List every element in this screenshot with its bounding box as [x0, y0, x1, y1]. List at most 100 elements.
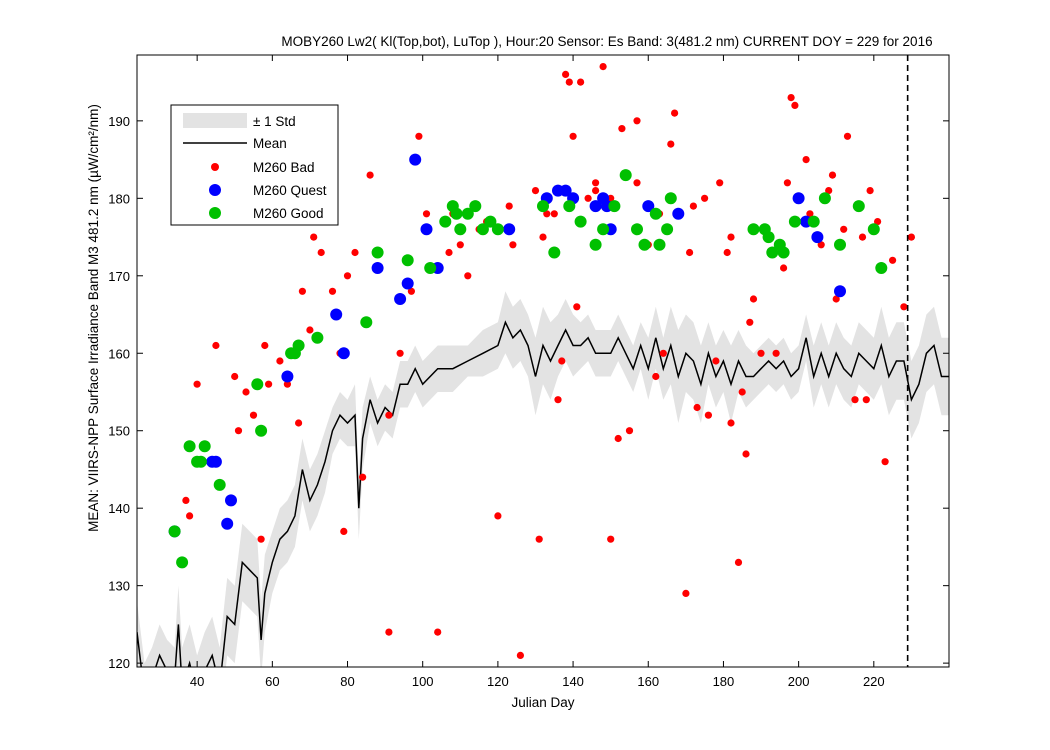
quest-point: [337, 347, 350, 360]
bad-point: [531, 187, 540, 195]
bad-point: [689, 202, 698, 210]
bad-point: [283, 380, 291, 388]
bad-point: [396, 349, 404, 357]
bad-point: [843, 132, 852, 140]
good-point: [176, 556, 189, 569]
bad-point: [881, 458, 889, 466]
bad-point: [385, 628, 393, 636]
good-point: [198, 440, 211, 453]
bad-point: [343, 272, 352, 280]
bad-point: [366, 171, 374, 179]
plot-area: [137, 63, 949, 667]
bad-point: [817, 241, 825, 249]
bad-point: [569, 132, 577, 140]
quest-point: [371, 262, 384, 274]
quest-point: [401, 277, 414, 290]
bad-point: [592, 187, 600, 195]
bad-point: [550, 210, 558, 218]
legend-quest-marker: [209, 184, 221, 196]
bad-point: [723, 248, 731, 257]
bad-point: [727, 419, 735, 427]
good-point: [597, 223, 610, 236]
good-point: [251, 378, 264, 391]
x-tick-label: 200: [788, 674, 810, 689]
quest-point: [811, 231, 824, 244]
legend-bad-marker: [211, 163, 219, 171]
y-tick-label: 120: [108, 656, 130, 671]
good-point: [638, 238, 651, 251]
bad-point: [618, 125, 626, 133]
bad-point: [276, 357, 284, 365]
good-point: [454, 223, 467, 236]
good-point: [183, 440, 196, 453]
bad-point: [727, 233, 735, 241]
bad-point: [742, 450, 750, 458]
bad-point: [445, 248, 453, 257]
x-tick-label: 60: [265, 674, 279, 689]
bad-point: [862, 396, 870, 404]
bad-point: [554, 396, 562, 404]
bad-point: [712, 357, 720, 365]
bad-point: [516, 651, 525, 660]
bad-point: [407, 287, 415, 295]
good-point: [450, 207, 463, 220]
good-point: [484, 215, 497, 228]
bad-point: [701, 194, 709, 202]
x-tick-label: 160: [637, 674, 659, 689]
good-point: [818, 192, 831, 205]
good-point: [424, 262, 437, 274]
quest-point: [420, 223, 433, 236]
quest-point: [409, 153, 422, 166]
bad-point: [592, 179, 600, 187]
bad-point: [265, 380, 273, 388]
quest-point: [597, 192, 610, 205]
good-point: [574, 215, 587, 228]
quest-point: [225, 494, 237, 507]
good-point: [491, 223, 504, 236]
bad-point: [186, 512, 194, 520]
x-tick-label: 100: [412, 674, 434, 689]
bad-point: [242, 388, 250, 396]
bad-point: [828, 171, 837, 179]
x-tick-label: 40: [190, 674, 204, 689]
bad-point: [562, 70, 570, 78]
bad-point: [851, 396, 859, 404]
quest-point: [834, 285, 846, 298]
good-point: [834, 238, 846, 251]
bad-point: [599, 63, 607, 71]
x-tick-label: 80: [340, 674, 354, 689]
plot-frame: [136, 54, 950, 668]
good-point: [589, 238, 602, 251]
bad-point: [494, 512, 502, 520]
bad-point: [693, 403, 701, 412]
bad-point: [464, 272, 472, 280]
bad-point: [565, 78, 573, 86]
y-tick-label: 170: [108, 269, 130, 284]
good-point: [661, 223, 674, 236]
quest-point: [330, 308, 343, 321]
bad-point: [889, 256, 897, 264]
legend-std-swatch: [183, 113, 247, 128]
good-point: [619, 169, 632, 182]
quest-point: [642, 200, 655, 213]
bad-point: [734, 558, 743, 567]
bad-point: [686, 248, 694, 257]
good-point: [213, 478, 226, 491]
good-point: [255, 424, 268, 437]
bad-point: [340, 527, 348, 536]
good-point: [461, 207, 474, 220]
x-tick-label: 220: [863, 674, 885, 689]
bad-point: [558, 357, 566, 365]
good-point: [360, 316, 373, 329]
bad-point: [667, 140, 675, 148]
bad-point: [783, 179, 792, 187]
bad-point: [704, 411, 713, 419]
bad-point: [317, 248, 325, 257]
bad-point: [907, 233, 916, 241]
bad-point: [193, 380, 201, 388]
legend-quest-label: M260 Quest: [253, 183, 327, 198]
good-point: [664, 192, 677, 205]
good-point: [563, 200, 576, 213]
bad-point: [900, 303, 908, 311]
bad-point: [757, 349, 765, 357]
